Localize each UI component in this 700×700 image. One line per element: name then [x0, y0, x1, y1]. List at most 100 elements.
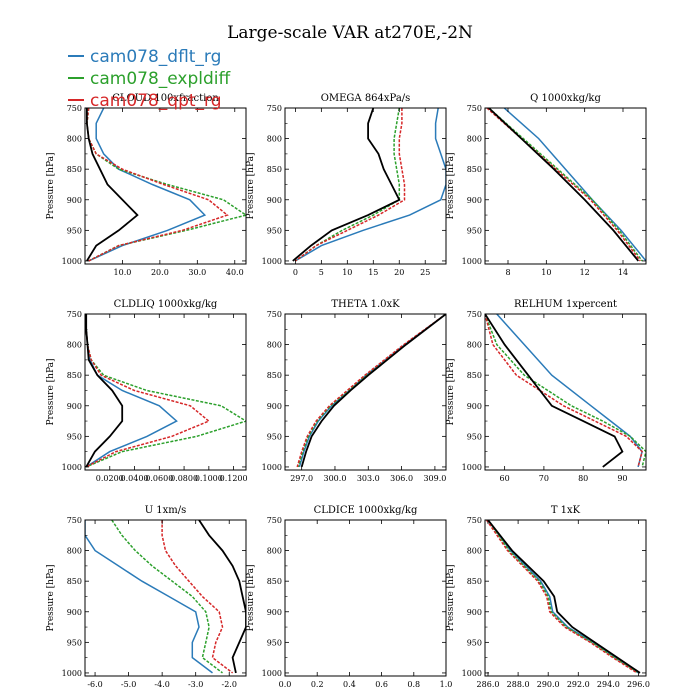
x-tick-label: 10 — [342, 268, 352, 277]
x-tick-label: 20.0 — [151, 268, 169, 277]
y-tick-label: 1000 — [62, 669, 82, 678]
y-tick-label: 1000 — [262, 257, 282, 266]
y-tick-label: 850 — [267, 165, 282, 174]
series-line-4 — [300, 314, 446, 468]
y-tick-label: 950 — [67, 226, 82, 235]
x-tick-label: -5.0 — [121, 680, 136, 689]
x-tick-label: 0.0400 — [121, 474, 149, 483]
series-line-4 — [86, 108, 139, 262]
y-axis-label: Pressure [hPa] — [446, 564, 456, 631]
x-tick-label: 288.0 — [507, 680, 530, 689]
series-line-2 — [294, 108, 401, 262]
y-tick-label: 800 — [67, 547, 82, 556]
series-line-3 — [294, 108, 406, 262]
y-tick-label: 800 — [467, 547, 482, 556]
series-group — [485, 314, 646, 468]
x-tick-label: 306.0 — [390, 474, 413, 483]
series-line-1 — [298, 314, 446, 468]
series-line-2 — [111, 520, 223, 674]
series-group — [296, 314, 446, 468]
y-tick-label: 800 — [267, 135, 282, 144]
series-line-3 — [161, 520, 234, 674]
panel-1: 750 800 850 900 950 1000 10.0 20.0 30.0 40.0 CLOUD… — [46, 93, 247, 277]
y-tick-label: 750 — [467, 104, 482, 113]
series-group — [486, 108, 646, 262]
y-tick-label: 850 — [267, 577, 282, 586]
x-tick-label: 5 — [319, 268, 324, 277]
panel-3: 750 800 850 900 950 1000 8 10 12 14 Q 1000xkg/kg Pr… — [446, 93, 647, 277]
y-tick-label: 900 — [267, 196, 282, 205]
plot-frame — [84, 107, 247, 265]
y-tick-label: 800 — [467, 341, 482, 350]
x-tick-label: 300.0 — [324, 474, 347, 483]
plot-frame — [284, 519, 447, 677]
series-line-4 — [198, 520, 246, 674]
y-tick-label: 800 — [67, 135, 82, 144]
x-tick-label: 290.0 — [537, 680, 560, 689]
series-line-2 — [487, 520, 639, 674]
x-tick-label: -6.0 — [87, 680, 102, 689]
x-tick-label: 12 — [580, 268, 590, 277]
y-tick-label: 800 — [267, 547, 282, 556]
panel-title: CLDICE 1000xkg/kg — [314, 505, 418, 516]
panel-4: 750 800 850 900 950 1000 0.02000.04000.06000.0… — [46, 299, 248, 483]
y-tick-label: 750 — [467, 310, 482, 319]
series-line-3 — [85, 314, 211, 468]
panel-6: 750 800 850 900 950 1000 60 70 80 90 RELHUM 1xperc… — [446, 299, 647, 483]
y-tick-label: 800 — [467, 135, 482, 144]
x-tick-label: 286.0 — [477, 680, 500, 689]
y-tick-label: 900 — [67, 608, 82, 617]
y-tick-label: 850 — [467, 577, 482, 586]
y-tick-label: 750 — [267, 310, 282, 319]
y-tick-label: 750 — [267, 516, 282, 525]
plot-frame — [84, 519, 247, 677]
y-axis-label: Pressure [hPa] — [46, 358, 56, 425]
series-line-4 — [85, 314, 124, 468]
series-line-1 — [85, 520, 213, 674]
y-tick-label: 900 — [467, 402, 482, 411]
y-axis-label: Pressure [hPa] — [446, 152, 456, 219]
series-line-3 — [485, 520, 638, 674]
panel-title: Q 1000xkg/kg — [530, 93, 601, 104]
plot-frame — [484, 107, 647, 265]
y-tick-label: 800 — [67, 341, 82, 350]
panel-title: T 1xK — [551, 505, 581, 516]
figure-title: Large-scale VAR at270E,-2N — [227, 23, 473, 43]
x-tick-label: 297.0 — [290, 474, 313, 483]
x-tick-label: 0.1000 — [195, 474, 223, 483]
y-tick-label: 850 — [67, 577, 82, 586]
x-tick-label: -2.0 — [222, 680, 237, 689]
x-tick-label: 25 — [420, 268, 430, 277]
series-group — [485, 520, 641, 674]
y-tick-label: 750 — [67, 310, 82, 319]
series-line-2 — [485, 314, 646, 468]
x-tick-label: -3.0 — [188, 680, 203, 689]
x-tick-label: 90 — [617, 474, 627, 483]
y-tick-label: 800 — [267, 341, 282, 350]
panel-7: 750 800 850 900 950 1000 -6.0 -5.0 -4.0 -3.0 -2.0 U… — [46, 505, 247, 689]
legend-entry: cam078_expldiff — [90, 69, 232, 89]
series-line-1 — [496, 314, 643, 468]
x-tick-label: 10.0 — [114, 268, 132, 277]
series-line-1 — [295, 108, 446, 262]
series-line-4 — [488, 108, 639, 262]
y-tick-label: 850 — [67, 165, 82, 174]
x-tick-label: 0.4 — [343, 680, 356, 689]
y-tick-label: 900 — [267, 608, 282, 617]
y-tick-label: 950 — [67, 432, 82, 441]
y-tick-label: 1000 — [62, 463, 82, 472]
series-line-4 — [292, 108, 401, 262]
y-tick-label: 850 — [467, 165, 482, 174]
x-tick-label: 296.0 — [627, 680, 650, 689]
panel-title: CLOUD 100xfraction — [112, 93, 219, 104]
x-tick-label: 294.0 — [597, 680, 620, 689]
x-tick-label: 292.0 — [567, 680, 590, 689]
x-tick-label: 30.0 — [188, 268, 206, 277]
series-line-3 — [486, 108, 641, 262]
x-tick-label: -4.0 — [154, 680, 169, 689]
series-group — [86, 108, 246, 262]
y-tick-label: 750 — [67, 104, 82, 113]
x-tick-label: 0.0 — [279, 680, 292, 689]
series-line-3 — [86, 108, 229, 262]
